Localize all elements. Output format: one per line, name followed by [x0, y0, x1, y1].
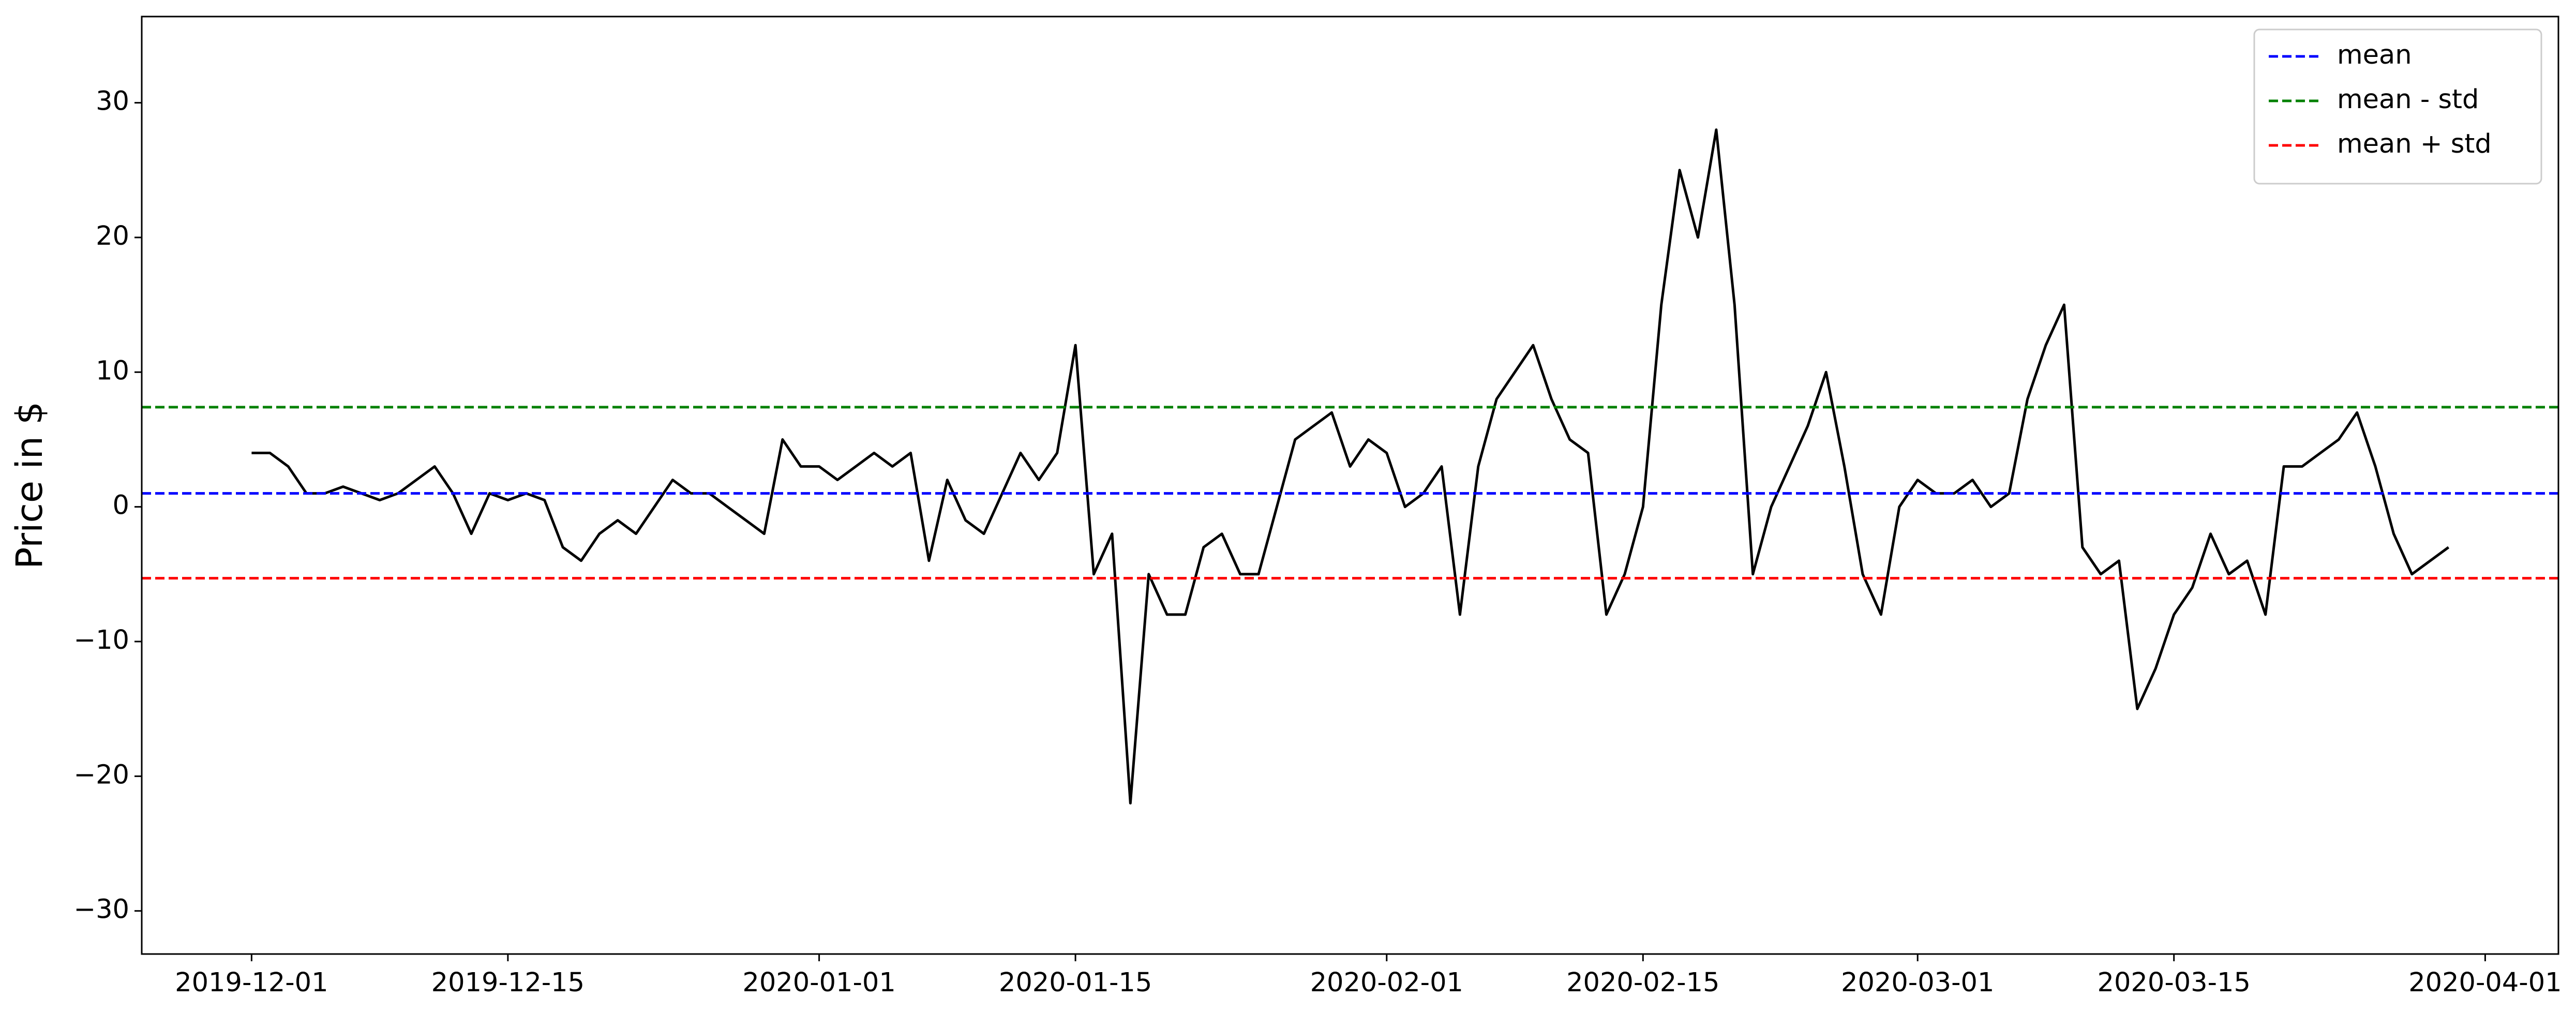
x-tick-label: 2020-02-15	[1566, 967, 1719, 998]
legend-label: mean - std	[2337, 84, 2479, 115]
y-tick-label: 10	[96, 355, 129, 386]
x-tick-label: 2020-03-15	[2098, 967, 2251, 998]
y-tick-label: 20	[96, 221, 129, 251]
price-line	[251, 128, 2450, 805]
x-tick-label: 2020-04-01	[2408, 967, 2562, 998]
plot-frame	[141, 16, 2559, 955]
y-tick-label: 30	[96, 86, 129, 117]
y-tick-label: −10	[73, 625, 129, 656]
x-tick-label: 2019-12-15	[431, 967, 585, 998]
y-tick-label: −20	[73, 759, 129, 790]
x-tick-label: 2020-01-15	[999, 967, 1152, 998]
legend-label: mean + std	[2337, 129, 2492, 159]
x-tick-label: 2020-02-01	[1310, 967, 1463, 998]
x-tick-label: 2020-03-01	[1841, 967, 1994, 998]
y-tick-label: 0	[113, 490, 129, 521]
x-tick-label: 2019-12-01	[175, 967, 328, 998]
x-tick-label: 2020-01-01	[742, 967, 895, 998]
legend-label: mean	[2337, 40, 2412, 70]
y-tick-label: −30	[73, 895, 129, 925]
legend-box	[2253, 28, 2542, 185]
y-axis-label: Price in $	[8, 401, 51, 569]
